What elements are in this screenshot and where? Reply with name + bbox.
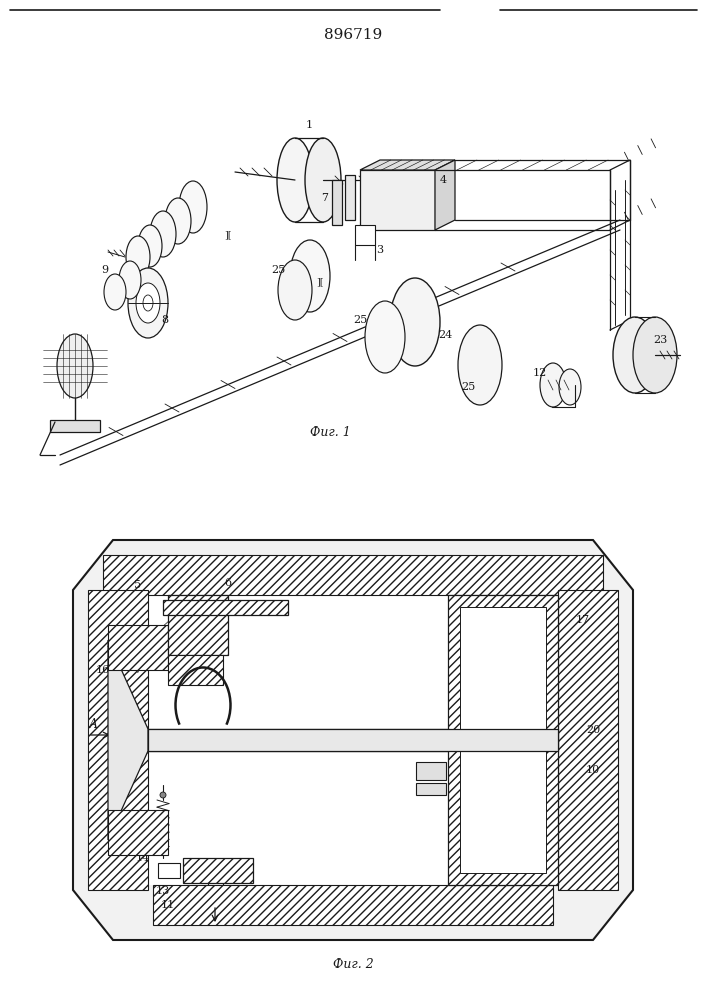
Text: 13: 13 (156, 886, 170, 896)
Ellipse shape (613, 317, 657, 393)
Text: A: A (88, 718, 98, 732)
Polygon shape (448, 595, 558, 885)
Text: 17: 17 (576, 615, 590, 625)
Bar (183, 858, 253, 883)
Text: 1: 1 (305, 120, 312, 130)
Ellipse shape (119, 261, 141, 299)
Text: 2: 2 (124, 815, 132, 825)
Ellipse shape (540, 363, 566, 407)
Polygon shape (88, 590, 148, 890)
Ellipse shape (290, 240, 330, 312)
Text: 10: 10 (586, 765, 600, 775)
Text: 23: 23 (653, 335, 667, 345)
Text: 15: 15 (106, 645, 120, 655)
Polygon shape (435, 160, 455, 230)
Polygon shape (163, 600, 288, 615)
Polygon shape (332, 180, 342, 225)
Text: 9: 9 (101, 265, 109, 275)
Ellipse shape (138, 225, 162, 267)
Ellipse shape (305, 138, 341, 222)
Ellipse shape (136, 283, 160, 323)
Ellipse shape (278, 260, 312, 320)
Ellipse shape (458, 325, 502, 405)
Ellipse shape (57, 334, 93, 398)
Text: 14: 14 (136, 853, 150, 863)
Text: 25: 25 (461, 382, 475, 392)
Text: 3: 3 (376, 245, 384, 255)
Polygon shape (168, 655, 223, 685)
Text: 7: 7 (134, 665, 141, 675)
Text: 25: 25 (271, 265, 285, 275)
Text: 5: 5 (134, 580, 141, 590)
Ellipse shape (365, 301, 405, 373)
Text: ][: ][ (316, 277, 324, 286)
Ellipse shape (277, 138, 313, 222)
Polygon shape (108, 640, 148, 840)
Bar (416, 783, 446, 795)
Polygon shape (108, 625, 168, 670)
Text: 896719: 896719 (324, 28, 382, 42)
Ellipse shape (104, 274, 126, 310)
Text: ][: ][ (224, 231, 232, 239)
Text: 7: 7 (322, 193, 329, 203)
Polygon shape (355, 225, 375, 245)
Ellipse shape (633, 317, 677, 393)
Ellipse shape (390, 278, 440, 366)
Polygon shape (360, 170, 435, 230)
Ellipse shape (128, 268, 168, 338)
Ellipse shape (559, 369, 581, 405)
Ellipse shape (126, 236, 150, 278)
Polygon shape (345, 175, 355, 220)
Text: 8: 8 (161, 315, 168, 325)
Ellipse shape (160, 792, 166, 798)
Text: 6: 6 (224, 578, 232, 588)
Bar (158, 863, 180, 878)
Text: 25: 25 (353, 315, 367, 325)
Text: 20: 20 (586, 725, 600, 735)
Text: 11: 11 (161, 900, 175, 910)
Text: Фиг. 1: Фиг. 1 (310, 426, 351, 440)
Text: 21: 21 (146, 650, 160, 660)
Polygon shape (73, 540, 633, 940)
Ellipse shape (165, 198, 191, 244)
Ellipse shape (150, 211, 176, 257)
Polygon shape (360, 160, 455, 170)
Polygon shape (148, 595, 558, 885)
Text: 24: 24 (438, 330, 452, 340)
Polygon shape (153, 885, 553, 925)
Ellipse shape (179, 181, 207, 233)
Text: Фиг. 2: Фиг. 2 (332, 958, 373, 972)
Bar (416, 762, 446, 780)
Polygon shape (103, 555, 603, 595)
Polygon shape (460, 607, 546, 873)
Polygon shape (168, 595, 228, 655)
Text: 16: 16 (96, 665, 110, 675)
Polygon shape (108, 810, 168, 855)
Bar (50, 420, 100, 432)
Polygon shape (148, 729, 558, 751)
Polygon shape (558, 590, 618, 890)
Text: 4: 4 (440, 175, 447, 185)
Text: 12: 12 (533, 368, 547, 378)
